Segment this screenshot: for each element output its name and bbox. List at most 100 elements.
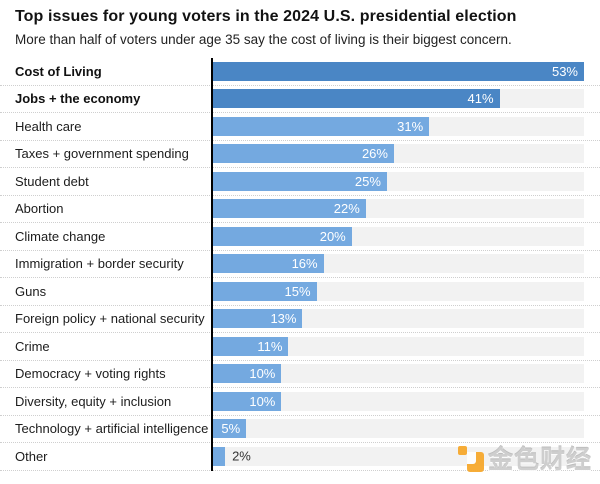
bar: 13% (211, 309, 303, 329)
bar: 15% (211, 281, 317, 301)
bar (211, 446, 226, 466)
bar-area: 15% (211, 278, 584, 305)
chart-row: Immigration + border security 16% (0, 251, 600, 278)
category-label: Democracy + voting rights (15, 366, 166, 382)
chart-rows: Cost of Living 53% Jobs + the economy 41… (0, 58, 600, 471)
category-label: Student debt (15, 173, 89, 189)
bar-area: 2% (211, 443, 584, 470)
category-label: Jobs + the economy (15, 91, 141, 107)
category-label: Diversity, equity + inclusion (15, 393, 172, 409)
value-label: 11% (257, 338, 283, 354)
value-label: 13% (270, 311, 297, 327)
category-label: Crime (15, 338, 50, 354)
bar: 10% (211, 391, 282, 411)
category-label: Immigration + border security (15, 256, 184, 272)
value-label: 26% (361, 146, 388, 162)
chart-row: Jobs + the economy 41% (0, 86, 600, 113)
value-label: 41% (467, 91, 494, 107)
bar-track: 20% (211, 226, 584, 246)
value-label: 25% (354, 173, 381, 189)
bar-chart: Cost of Living 53% Jobs + the economy 41… (0, 58, 600, 471)
bar-track: 5% (211, 419, 584, 439)
bar-track: 10% (211, 364, 584, 384)
value-label: 5% (221, 421, 241, 437)
bar: 10% (211, 364, 282, 384)
bar-area: 22% (211, 196, 584, 223)
bar-track: 10% (211, 391, 584, 411)
page-subtitle: More than half of voters under age 35 sa… (15, 32, 512, 47)
bar-track: 22% (211, 199, 584, 219)
category-label: Taxes + government spending (15, 146, 189, 162)
bar-track: 31% (211, 116, 584, 136)
bar-area: 26% (211, 141, 584, 168)
bar-track: 16% (211, 254, 584, 274)
bar-track: 2% (211, 446, 584, 466)
chart-row: Crime 11% (0, 333, 600, 361)
value-label: 31% (397, 118, 424, 134)
bar: 53% (211, 61, 584, 81)
bar-area: 10% (211, 361, 584, 388)
chart-header: Top issues for young voters in the 2024 … (0, 7, 600, 48)
bar: 16% (211, 254, 324, 274)
chart-row: Climate change 20% (0, 223, 600, 251)
chart-row: Cost of Living 53% (0, 58, 600, 86)
value-label-outside: 2% (232, 448, 251, 464)
category-label: Climate change (15, 228, 106, 244)
chart-row: Student debt 25% (0, 168, 600, 196)
chart-row: Other 2% (0, 443, 600, 471)
category-label: Health care (15, 118, 82, 134)
chart-row: Democracy + voting rights 10% (0, 361, 600, 388)
bar: 11% (211, 336, 289, 356)
y-axis-line (211, 58, 213, 471)
chart-row: Health care 31% (0, 113, 600, 141)
bar-area: 16% (211, 251, 584, 278)
category-label: Abortion (15, 201, 64, 217)
bar-area: 53% (211, 58, 584, 85)
bar-track: 15% (211, 281, 584, 301)
bar-area: 11% (211, 333, 584, 360)
bar-area: 10% (211, 388, 584, 415)
bar-area: 31% (211, 113, 584, 140)
value-label: 10% (249, 366, 276, 382)
bar-area: 20% (211, 223, 584, 250)
chart-row: Taxes + government spending 26% (0, 141, 600, 168)
bar-track: 13% (211, 309, 584, 329)
page-title: Top issues for young voters in the 2024 … (15, 8, 517, 25)
chart-row: Foreign policy + national security 13% (0, 306, 600, 333)
category-label: Other (15, 448, 48, 464)
value-label: 10% (249, 393, 276, 409)
bar-track: 41% (211, 89, 584, 109)
bar-track: 11% (211, 336, 584, 356)
category-label: Foreign policy + national security (15, 311, 205, 327)
watermark-text: 金色财经 (487, 446, 592, 474)
bar: 20% (211, 226, 352, 246)
bar: 22% (211, 199, 366, 219)
jinse-logo-icon (457, 444, 484, 472)
bar: 41% (211, 89, 500, 109)
chart-row: Abortion 22% (0, 196, 600, 223)
bar-area: 41% (211, 86, 584, 113)
bar-area: 5% (211, 416, 584, 443)
bar-track: 53% (211, 61, 584, 81)
chart-row: Guns 15% (0, 278, 600, 306)
chart-row: Diversity, equity + inclusion 10% (0, 388, 600, 416)
value-label: 22% (333, 201, 360, 217)
bar-track: 25% (211, 171, 584, 191)
bar: 25% (211, 171, 387, 191)
chart-row: Technology + artificial intelligence 5% (0, 416, 600, 443)
bar-track: 26% (211, 144, 584, 164)
value-label: 20% (319, 228, 346, 244)
bar-area: 25% (211, 168, 584, 195)
value-label: 16% (291, 256, 318, 272)
bar: 26% (211, 144, 394, 164)
value-label: 15% (284, 283, 311, 299)
bar-area: 13% (211, 306, 584, 333)
bar: 5% (211, 419, 247, 439)
value-label: 53% (551, 63, 578, 79)
bar: 31% (211, 116, 430, 136)
category-label: Guns (15, 283, 47, 299)
category-label: Technology + artificial intelligence (15, 421, 209, 437)
watermark: 金色财经 (457, 440, 592, 476)
category-label: Cost of Living (15, 63, 102, 79)
